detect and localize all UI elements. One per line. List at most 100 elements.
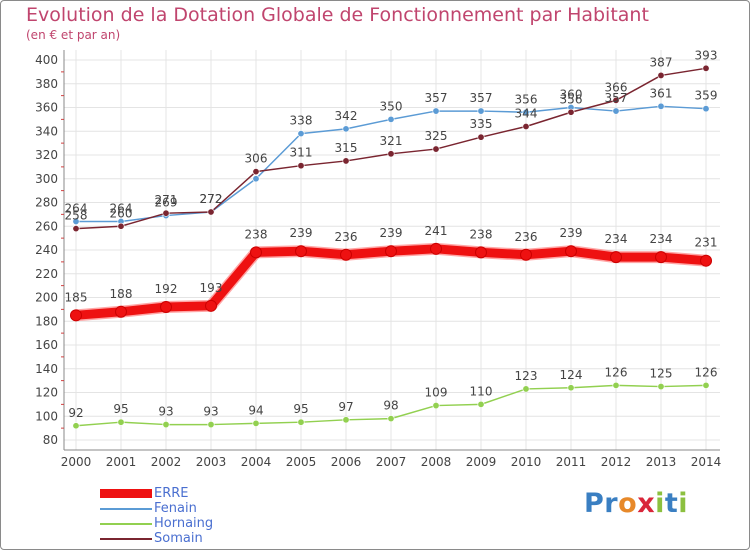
data-point-somain	[342, 157, 350, 165]
data-point-hornaing	[207, 421, 215, 429]
legend-swatch-fenain	[100, 508, 152, 510]
x-tick-label: 2002	[151, 455, 182, 469]
x-tick-label: 2012	[601, 455, 632, 469]
data-point-fenain	[612, 107, 620, 115]
data-point-hornaing	[387, 415, 395, 423]
x-tick-label: 2004	[241, 455, 272, 469]
data-label-fenain: 272	[200, 192, 223, 206]
data-label-erre: 234	[650, 232, 673, 246]
data-label-hornaing: 110	[470, 384, 493, 398]
data-label-somain: 315	[335, 141, 358, 155]
legend-label-erre: ERRE	[154, 486, 189, 501]
logo-letter: x	[637, 488, 656, 519]
data-point-erre	[115, 305, 127, 318]
data-point-erre	[520, 248, 532, 261]
data-point-erre	[430, 242, 442, 255]
data-label-hornaing: 95	[113, 402, 128, 416]
x-tick-label: 2011	[556, 455, 587, 469]
data-label-erre: 236	[335, 230, 358, 244]
x-tick-label: 2005	[286, 455, 317, 469]
data-label-somain: 311	[290, 146, 313, 160]
data-label-somain: 387	[650, 55, 673, 69]
data-label-hornaing: 98	[383, 399, 398, 413]
data-point-erre	[565, 245, 577, 258]
data-label-erre: 239	[560, 226, 583, 240]
legend-label-somain: Somain	[154, 531, 203, 546]
data-point-somain	[657, 71, 665, 79]
data-label-erre: 239	[290, 226, 313, 240]
x-tick-label: 2014	[691, 455, 722, 469]
data-label-somain: 393	[695, 48, 718, 62]
y-tick-label: 140	[35, 362, 58, 376]
legend-swatch-hornaing	[100, 523, 152, 525]
data-label-hornaing: 124	[560, 368, 583, 382]
logo-letter: P	[584, 488, 605, 519]
data-point-erre	[340, 248, 352, 261]
data-label-hornaing: 93	[203, 405, 218, 419]
data-point-somain	[432, 145, 440, 153]
data-label-erre: 192	[155, 282, 178, 296]
data-label-hornaing: 123	[515, 369, 538, 383]
data-label-somain: 258	[65, 209, 88, 223]
data-label-fenain: 356	[515, 92, 538, 106]
data-label-hornaing: 93	[158, 405, 173, 419]
data-point-hornaing	[252, 419, 260, 427]
data-label-hornaing: 126	[605, 365, 628, 379]
data-point-erre	[610, 251, 622, 264]
data-point-hornaing	[702, 381, 710, 389]
data-point-erre	[295, 245, 307, 258]
data-label-somain: 321	[380, 134, 403, 148]
data-point-somain	[612, 96, 620, 104]
y-tick-label: 300	[35, 172, 58, 186]
data-point-hornaing	[117, 418, 125, 426]
data-label-hornaing: 109	[425, 386, 448, 400]
data-label-erre: 231	[695, 236, 718, 250]
data-point-erre	[655, 251, 667, 264]
data-point-hornaing	[522, 385, 530, 393]
y-tick-label: 240	[35, 243, 58, 257]
data-label-fenain: 359	[695, 89, 718, 103]
data-point-hornaing	[567, 384, 575, 392]
x-tick-label: 2007	[376, 455, 407, 469]
data-point-fenain	[342, 125, 350, 133]
data-label-fenain: 264	[110, 202, 133, 216]
data-point-erre	[475, 246, 487, 259]
data-label-fenain: 350	[380, 99, 403, 113]
x-tick-label: 2001	[106, 455, 137, 469]
data-point-fenain	[387, 115, 395, 123]
data-label-fenain: 357	[605, 91, 628, 105]
data-label-somain: 260	[110, 206, 133, 220]
data-label-erre: 236	[515, 230, 538, 244]
data-point-erre	[160, 301, 172, 313]
data-point-hornaing	[162, 421, 170, 429]
y-tick-label: 80	[43, 433, 58, 447]
data-point-fenain	[657, 102, 665, 110]
data-label-somain: 356	[560, 92, 583, 106]
y-tick-label: 340	[35, 124, 58, 138]
y-tick-label: 280	[35, 196, 58, 210]
y-tick-label: 400	[35, 53, 58, 67]
data-label-fenain: 264	[65, 202, 88, 216]
data-point-somain	[117, 222, 125, 230]
data-label-somain: 325	[425, 129, 448, 143]
y-tick-label: 160	[35, 338, 58, 352]
data-point-fenain	[432, 107, 440, 115]
y-tick-label: 360	[35, 101, 58, 115]
data-point-hornaing	[342, 416, 350, 424]
data-label-somain: 366	[605, 80, 628, 94]
logo-letter: r	[604, 488, 619, 519]
data-label-hornaing: 97	[338, 400, 353, 414]
data-label-erre: 238	[245, 227, 268, 241]
y-tick-label: 100	[35, 409, 58, 423]
data-point-somain	[387, 150, 395, 158]
data-point-fenain	[72, 218, 80, 226]
data-point-hornaing	[72, 422, 80, 430]
data-label-fenain: 361	[650, 86, 673, 100]
data-label-fenain: 338	[290, 114, 313, 128]
data-label-somain: 272	[200, 192, 223, 206]
data-label-erre: 238	[470, 227, 493, 241]
data-label-erre: 239	[380, 226, 403, 240]
data-label-hornaing: 94	[248, 403, 263, 417]
data-point-erre	[70, 309, 82, 322]
y-tick-label: 120	[35, 386, 58, 400]
